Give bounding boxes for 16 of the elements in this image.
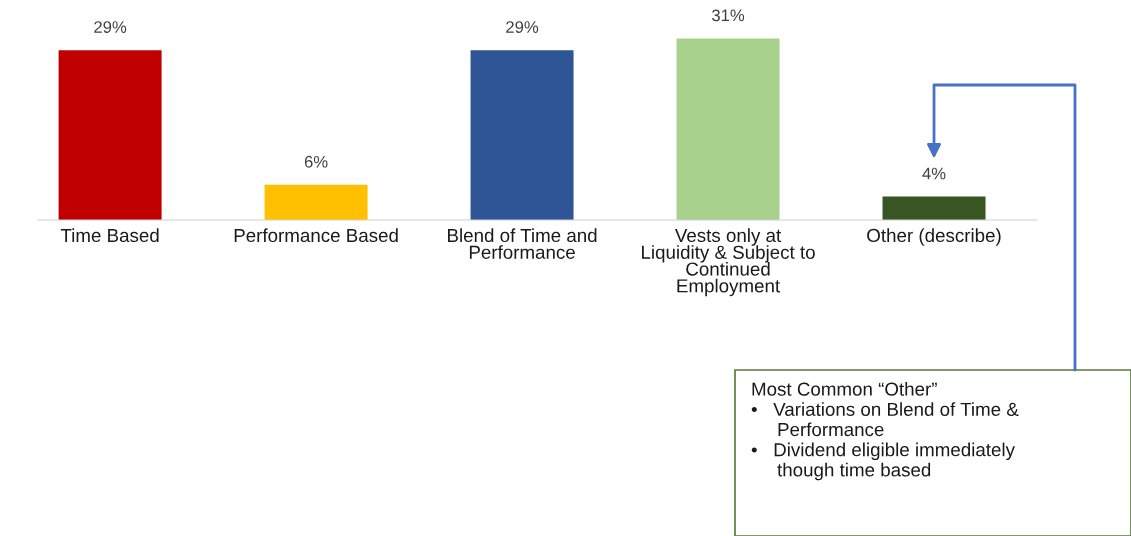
x-tick-label: Time Based bbox=[60, 228, 159, 243]
data-label: 29% bbox=[94, 21, 127, 33]
x-tick-label: Blend of Time and Performance bbox=[448, 228, 597, 259]
bar bbox=[58, 50, 162, 220]
x-tick-label: Vests only at Liquidity & Subject to Continued Employment bbox=[642, 228, 815, 297]
data-label: 4% bbox=[922, 167, 946, 180]
bar bbox=[470, 50, 574, 220]
x-tick-label: Other (describe) bbox=[867, 228, 1001, 246]
data-label: 31% bbox=[711, 9, 745, 22]
data-label: 29% bbox=[506, 21, 539, 33]
x-tick-label: Performance Based bbox=[234, 228, 398, 243]
bar bbox=[676, 38, 780, 220]
bar bbox=[882, 196, 986, 220]
bar bbox=[264, 184, 368, 220]
text: Most Common “Other” • Variations on Blend of Time & Performance • Dividend eligible immediately though time based bbox=[751, 382, 1019, 481]
data-label: 6% bbox=[304, 155, 328, 168]
